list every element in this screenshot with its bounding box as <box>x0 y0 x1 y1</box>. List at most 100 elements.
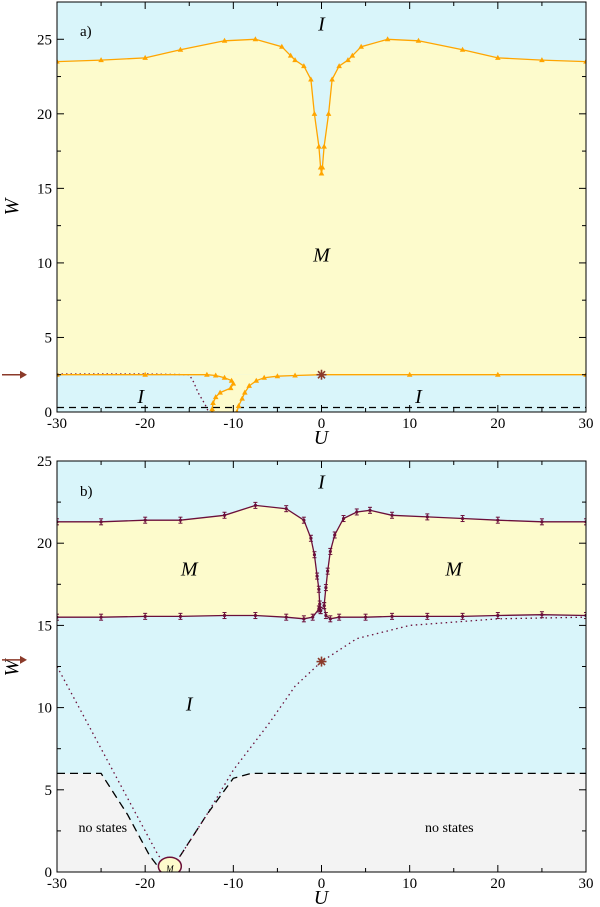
panel-a: -30 -20 -10 0 10 20 30 0 5 10 15 20 25 I M I I a) U W <box>1 1 594 449</box>
data-point <box>415 37 422 43</box>
data-point <box>209 406 215 412</box>
region-labels: I M M Ino states no states M <box>79 471 474 874</box>
y-tick-label: 20 <box>37 536 52 552</box>
y-tick-label: 0 <box>45 865 53 881</box>
data-point <box>363 615 368 619</box>
data-point <box>333 533 337 537</box>
y-tick-label: 25 <box>37 454 52 470</box>
panel-label: b) <box>80 484 93 500</box>
data-point <box>222 613 227 618</box>
data-point <box>425 515 429 519</box>
data-point <box>460 614 465 618</box>
data-point <box>221 374 228 380</box>
region-label: I <box>185 693 194 715</box>
data-point <box>355 510 359 514</box>
arrow-head <box>20 370 27 379</box>
x-axis-label: U <box>314 427 330 449</box>
x-axis-label: U <box>314 887 330 907</box>
y-tick-label: 10 <box>37 256 52 272</box>
data-point <box>57 371 60 377</box>
x-tick-label: 20 <box>490 876 505 892</box>
data-point <box>425 614 429 618</box>
data-point <box>495 54 501 60</box>
data-point <box>312 553 317 557</box>
x-tick-label: 0 <box>318 416 326 432</box>
region-label: M <box>165 864 174 874</box>
data-point <box>311 110 318 116</box>
x-tick-label: -20 <box>135 416 155 432</box>
region-label: M <box>180 559 199 581</box>
x-tick-label: -30 <box>47 876 67 892</box>
data-point <box>336 63 342 69</box>
data-point <box>324 585 328 590</box>
data-point <box>210 409 214 412</box>
data-point <box>57 58 60 64</box>
y-tick-label: 5 <box>45 330 53 346</box>
data-point <box>178 518 183 522</box>
region-label: M <box>444 559 463 581</box>
data-point <box>324 613 328 618</box>
x-tick-label: 10 <box>402 876 417 892</box>
data-point <box>212 372 219 378</box>
data-point <box>279 43 285 49</box>
data-point <box>583 58 586 64</box>
data-point <box>390 513 394 517</box>
dotted-curve <box>57 616 586 869</box>
metal-region-left <box>57 505 321 619</box>
data-point <box>540 613 544 617</box>
region-label: no states <box>79 821 128 836</box>
data-point <box>142 371 148 377</box>
data-point <box>358 43 364 49</box>
arrow-indicator <box>2 370 27 379</box>
data-point <box>221 37 228 43</box>
data-point <box>368 508 372 512</box>
data-point <box>345 57 351 63</box>
data-point <box>309 536 313 540</box>
region-labels: I M I I <box>136 13 423 408</box>
data-point <box>326 569 330 573</box>
data-point <box>302 518 306 522</box>
x-tick-label: 0 <box>318 876 326 892</box>
data-point <box>178 614 183 618</box>
data-point <box>230 380 237 386</box>
y-axis-label: W <box>1 196 23 215</box>
data-point <box>325 110 332 116</box>
data-point <box>274 373 281 379</box>
data-point <box>239 395 245 401</box>
y-tick-label: 15 <box>37 618 52 634</box>
data-markers <box>57 36 586 412</box>
region-label: I <box>414 386 423 408</box>
panel-label: a) <box>80 24 92 40</box>
data-point <box>284 507 288 511</box>
panel-b: -30 -20 -10 0 10 20 30 0 5 10 15 20 25 I M M Ino states… <box>1 454 594 907</box>
data-point <box>143 518 147 522</box>
data-point <box>99 520 103 524</box>
data-point <box>496 613 500 618</box>
data-point <box>302 617 306 621</box>
data-point <box>253 503 257 507</box>
star-arm <box>317 370 326 379</box>
data-point <box>143 614 147 618</box>
y-tick-label: 25 <box>37 32 52 48</box>
data-point <box>321 143 327 149</box>
data-point <box>222 513 227 517</box>
data-point <box>317 587 321 591</box>
data-point <box>204 371 210 377</box>
x-tick-label: -20 <box>135 876 155 892</box>
x-tick-label: 10 <box>402 416 417 432</box>
data-point <box>341 516 346 521</box>
data-point <box>284 615 288 619</box>
region-label: M <box>312 244 331 266</box>
data-point <box>539 57 545 63</box>
data-point <box>328 617 332 621</box>
data-point <box>99 615 103 619</box>
data-point <box>315 574 319 578</box>
metal-pocket <box>157 856 183 872</box>
data-point <box>384 36 391 42</box>
data-point <box>235 409 239 412</box>
data-point <box>337 615 341 619</box>
data-point <box>142 54 148 60</box>
data-point <box>495 371 501 377</box>
data-point <box>322 604 326 608</box>
